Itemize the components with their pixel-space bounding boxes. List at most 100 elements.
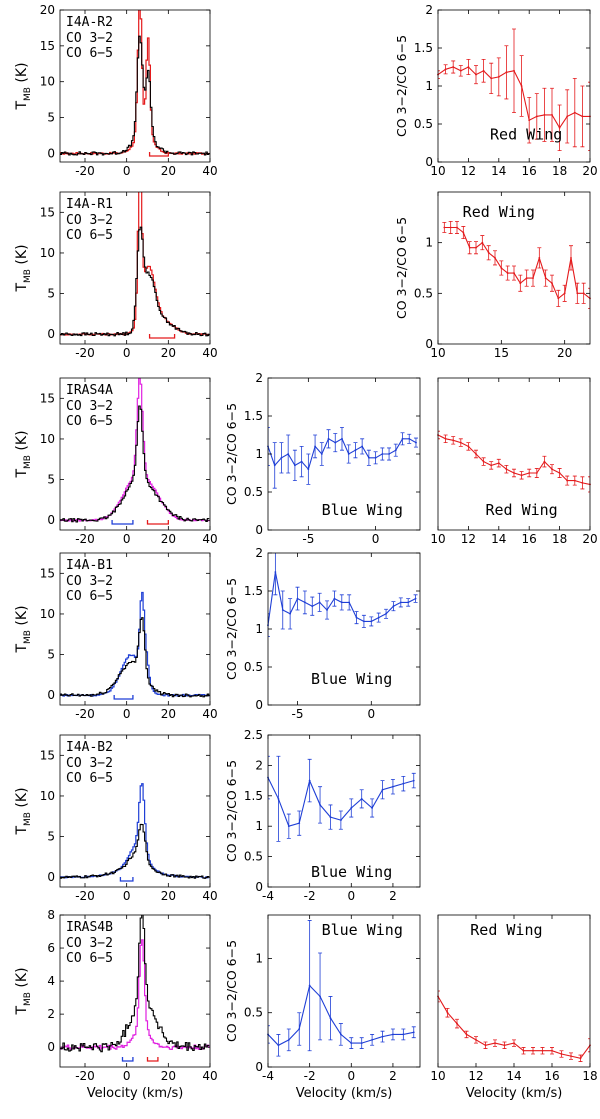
data-point	[319, 995, 321, 998]
y-axis-label: TMB (K)	[14, 244, 33, 292]
data-point	[308, 779, 311, 782]
x-tick-label: 0	[347, 889, 355, 903]
error-bar	[438, 990, 440, 1003]
data-point	[532, 1049, 534, 1052]
data-point	[277, 1044, 280, 1047]
x-tick-label: 40	[202, 707, 217, 721]
data-point	[494, 256, 496, 259]
data-point	[576, 292, 579, 295]
wing-range-bracket	[148, 334, 176, 339]
x-tick-label: 18	[552, 164, 567, 178]
y-tick-label: 10	[40, 607, 55, 621]
legend-entry: CO 3−2	[66, 756, 113, 771]
wing-label: Blue Wing	[322, 921, 403, 939]
x-tick-label: 0	[123, 707, 131, 721]
data-point	[528, 119, 531, 122]
data-point	[519, 282, 522, 285]
y-tick-label: 1.5	[414, 41, 433, 55]
data-point	[274, 571, 277, 573]
data-point	[570, 1055, 572, 1058]
data-point	[513, 69, 515, 72]
y-tick-label: 2	[425, 3, 433, 17]
y-axis-label: CO 3−2/CO 6−5	[394, 217, 409, 319]
y-tick-label: 6	[47, 941, 55, 955]
data-point	[327, 437, 330, 440]
data-point	[475, 1038, 477, 1041]
y-tick-label: 1.5	[244, 789, 263, 803]
error-bar	[268, 1025, 270, 1044]
data-point	[347, 453, 350, 455]
y-tick-label: 0	[425, 155, 433, 169]
data-point	[513, 272, 515, 274]
data-point	[481, 241, 484, 244]
y-tick-label: 15	[40, 748, 55, 762]
x-tick-label: 16	[544, 1069, 559, 1083]
data-point	[497, 462, 500, 465]
legend-entry: CO 6−5	[66, 228, 113, 243]
wing-range-bracket	[146, 520, 169, 525]
y-tick-label: 15	[40, 566, 55, 580]
ratio-line	[444, 226, 590, 300]
data-point	[303, 601, 306, 604]
y-tick-label: 20	[40, 3, 55, 17]
data-point	[314, 445, 316, 448]
spectrum-co65-line	[60, 823, 210, 879]
y-tick-label: 0.5	[244, 485, 263, 499]
data-point	[371, 1038, 374, 1041]
x-tick-label: 0	[367, 707, 375, 721]
data-point	[399, 601, 402, 604]
data-point	[566, 479, 569, 482]
x-tick-label: 0	[123, 889, 131, 903]
data-point	[520, 85, 523, 87]
x-tick-label: 0	[123, 346, 131, 360]
x-tick-label: 12	[468, 1069, 483, 1083]
data-point	[280, 456, 283, 459]
legend-entry: CO 3−2	[66, 213, 113, 228]
y-tick-label: 1.5	[244, 584, 263, 598]
data-point	[329, 816, 332, 818]
y-tick-label: 1	[255, 447, 263, 461]
plot-frame	[267, 914, 421, 1068]
x-tick-label: -4	[262, 889, 274, 903]
y-tick-label: 8	[47, 908, 55, 922]
data-point	[513, 472, 515, 474]
data-point	[522, 1049, 525, 1052]
data-point	[513, 1042, 515, 1045]
x-tick-label: -5	[302, 532, 314, 546]
data-point	[381, 1035, 384, 1038]
data-point	[287, 825, 290, 828]
data-point	[462, 231, 465, 234]
ratio-I4A-R2-red: 10 12 14 16 18 20 0 0.5 1 1.5 2 Red Wing CO 3−2/CO 6…	[394, 3, 598, 178]
legend-entry: CO 3−2	[66, 399, 113, 414]
data-point	[538, 256, 541, 259]
legend-entry: CO 6−5	[66, 414, 113, 429]
data-point	[320, 453, 323, 455]
y-axis-label: TMB (K)	[14, 605, 33, 653]
data-point	[318, 601, 321, 604]
data-point	[308, 984, 311, 987]
data-point	[361, 445, 364, 448]
data-point	[484, 1044, 487, 1047]
x-tick-label: 20	[161, 1069, 176, 1083]
data-point	[350, 807, 353, 809]
wing-label: Red Wing	[463, 203, 535, 221]
data-point	[563, 292, 566, 295]
error-bar	[438, 70, 440, 79]
y-tick-label: 0	[47, 870, 55, 884]
panel-title: IRAS4B	[66, 920, 113, 935]
plot-frame	[59, 377, 211, 531]
data-point	[541, 1049, 544, 1052]
wing-range-bracket	[148, 152, 169, 157]
y-tick-label: 10	[40, 789, 55, 803]
x-tick-label: 20	[582, 532, 597, 546]
x-tick-label: 10	[430, 346, 445, 360]
x-tick-label: 20	[161, 164, 176, 178]
error-bar	[268, 755, 270, 800]
y-tick-label: 2	[255, 758, 263, 772]
y-tick-label: 2	[47, 1007, 55, 1021]
error-bar	[588, 476, 590, 493]
